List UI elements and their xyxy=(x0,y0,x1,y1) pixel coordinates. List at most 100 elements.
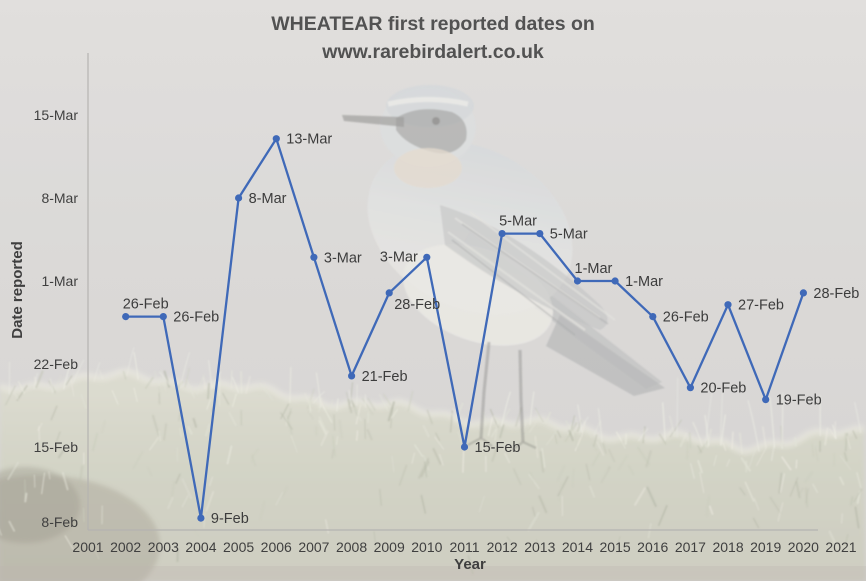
grass-blade xyxy=(657,505,668,527)
grass-wisp xyxy=(231,376,240,394)
grass-wisp xyxy=(676,377,679,438)
grass-blade xyxy=(181,494,189,508)
grass-blade xyxy=(325,519,329,534)
grass-blade xyxy=(541,447,546,468)
grass-blade xyxy=(184,367,190,388)
grass-blade xyxy=(591,443,598,452)
grass-wisp xyxy=(207,359,213,390)
data-label-2020: 28-Feb xyxy=(813,286,859,302)
data-label-2017: 20-Feb xyxy=(700,381,746,397)
grass-blade xyxy=(581,418,592,438)
grass-blade xyxy=(70,379,75,397)
data-label-2008: 21-Feb xyxy=(362,369,408,385)
grass-blade xyxy=(574,432,578,451)
grass-blade xyxy=(432,447,442,465)
grass-blade xyxy=(418,458,430,479)
grass-blade xyxy=(144,376,154,389)
grass-blade xyxy=(491,446,498,462)
data-label-2004: 9-Feb xyxy=(211,511,249,527)
grass-blade xyxy=(78,465,84,486)
grass-blade xyxy=(617,455,628,471)
grass-blade xyxy=(24,492,28,503)
grass-blade xyxy=(420,494,427,514)
grass-blade xyxy=(167,497,174,509)
grass-wisp xyxy=(336,398,339,412)
grass-blade xyxy=(844,533,849,546)
grass-blade xyxy=(642,426,646,444)
x-tick-label: 2009 xyxy=(374,539,405,555)
grass-wisp xyxy=(49,378,54,393)
grass-blade xyxy=(528,416,541,433)
grass-blade xyxy=(175,473,181,484)
grass-blade xyxy=(181,478,193,500)
grass-blade xyxy=(163,423,168,441)
grass-blade xyxy=(558,482,563,501)
grass-blade xyxy=(779,473,786,493)
data-point-2018 xyxy=(724,301,732,309)
grass-wisp xyxy=(133,352,139,380)
x-tick-label: 2016 xyxy=(637,539,668,555)
grass-blade xyxy=(829,428,837,440)
grass-blade xyxy=(379,489,382,506)
grass-blade xyxy=(390,408,399,419)
grass-blade xyxy=(463,417,467,433)
grass-blade xyxy=(422,424,430,438)
grass-wisp xyxy=(93,362,101,382)
grass-blade xyxy=(163,370,171,388)
grass-blade xyxy=(589,485,596,498)
data-label-2010: 3-Mar xyxy=(380,249,418,265)
grass-blade xyxy=(811,443,815,457)
grass-blade xyxy=(769,496,782,514)
grass-blade xyxy=(17,380,25,394)
grass-blade xyxy=(318,416,327,433)
grass-blade xyxy=(814,446,819,462)
y-tick-label: 8-Mar xyxy=(41,190,78,206)
grass-blade xyxy=(158,376,161,394)
grass-blade xyxy=(789,477,799,497)
data-point-2005 xyxy=(235,194,243,202)
grass-wisp xyxy=(747,400,760,452)
grass-blade xyxy=(203,512,206,528)
data-point-2013 xyxy=(536,230,544,238)
data-point-2017 xyxy=(686,384,695,392)
grass-blade xyxy=(353,406,362,422)
data-label-2018: 27-Feb xyxy=(738,298,784,314)
grass-wisp xyxy=(854,401,862,434)
grass-blade xyxy=(338,419,343,439)
grass-blade xyxy=(154,371,161,389)
grass-blade xyxy=(697,459,703,474)
grass-blade xyxy=(738,432,744,455)
grass-wisp xyxy=(662,402,666,441)
grass-blade xyxy=(204,423,211,437)
x-tick-label: 2017 xyxy=(675,539,706,555)
grass-blade xyxy=(794,436,797,447)
data-label-2003: 26-Feb xyxy=(173,310,219,326)
grass-blade xyxy=(535,538,543,551)
grass-blade xyxy=(854,506,860,529)
x-tick-label: 2002 xyxy=(110,539,141,555)
grass-blade xyxy=(545,432,557,446)
x-tick-label: 2005 xyxy=(223,539,254,555)
grass-blade xyxy=(222,392,230,405)
grass-blade xyxy=(158,430,162,442)
grass-blade xyxy=(708,505,714,515)
data-point-2002 xyxy=(122,313,130,321)
grass-blade xyxy=(133,387,139,403)
grass-blade xyxy=(593,420,602,435)
grass-blade xyxy=(244,375,252,394)
grass-blade xyxy=(13,391,19,400)
grass-blade xyxy=(435,432,441,442)
grass-blade xyxy=(281,486,288,497)
grass-blade xyxy=(192,417,198,428)
grass-blade xyxy=(320,430,329,446)
y-tick-label: 15-Mar xyxy=(34,107,79,123)
grass-blade xyxy=(600,466,611,483)
grass-blade xyxy=(539,450,545,473)
grass-blade xyxy=(58,448,65,459)
grass-blade xyxy=(556,465,566,482)
grass-blade xyxy=(499,424,505,439)
grass-blade xyxy=(689,462,696,479)
grass-blade xyxy=(843,451,848,462)
grass-wisp xyxy=(704,414,710,447)
